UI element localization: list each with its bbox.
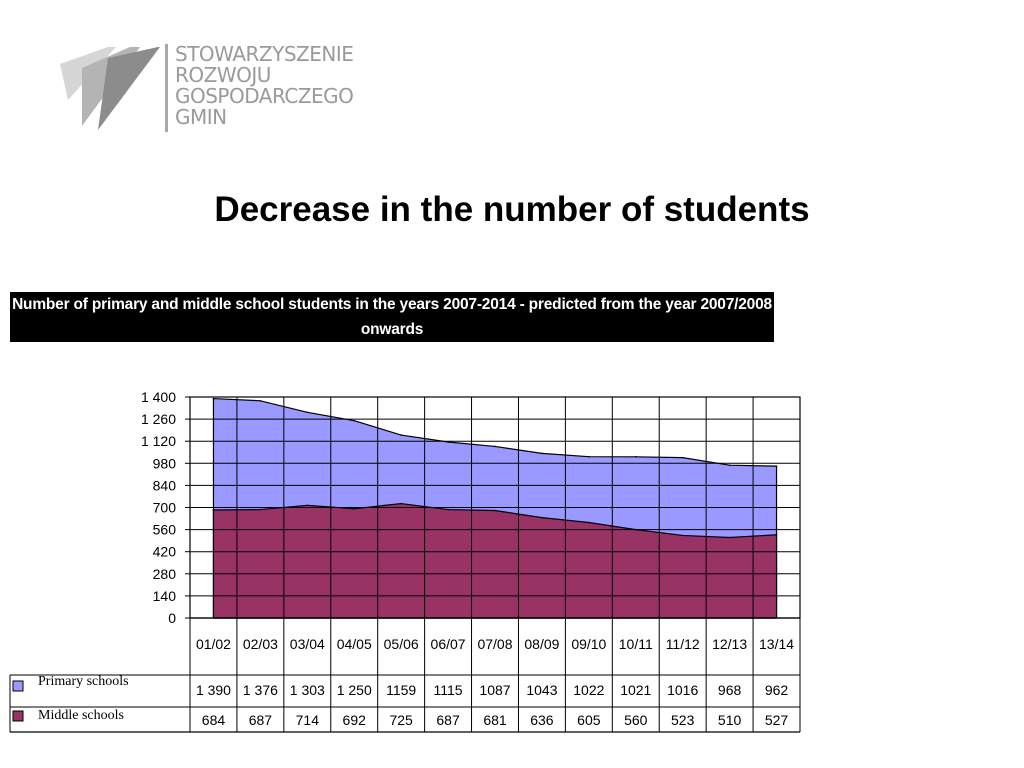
data-point-middle	[306, 504, 309, 507]
table-cell-value: 636	[530, 712, 554, 728]
category-label: 13/14	[759, 636, 794, 652]
legend-label: Middle schools	[38, 708, 124, 723]
data-point-primary	[775, 465, 778, 467]
area-chart: 0 140 280 420 560 700 840 980 1 120 1 260 1 400 01/…	[9, 389, 801, 733]
table-cell-value: 962	[765, 682, 789, 698]
data-point-primary	[634, 456, 637, 458]
legend-swatch	[12, 710, 24, 722]
y-tick-label: 1 120	[141, 433, 176, 449]
y-tick-label: 840	[153, 477, 177, 493]
table-cell-value: 1 390	[196, 682, 231, 698]
table-cell-value: 1115	[434, 682, 463, 698]
y-tick-label: 980	[153, 455, 177, 471]
data-point-middle	[775, 534, 778, 536]
category-label: 04/05	[337, 636, 372, 652]
data-point-primary	[588, 455, 590, 458]
table-cell-value: 1016	[667, 682, 698, 698]
logo-stripe-dark	[98, 47, 160, 130]
data-point-primary	[681, 456, 684, 459]
logo-text: STOWARZYSZENIE ROZWOJU GOSPODARCZEGO GMI…	[175, 42, 354, 129]
table-cell-value: 1043	[526, 682, 557, 698]
category-label: 07/08	[477, 636, 512, 652]
category-label: 03/04	[290, 636, 325, 652]
data-point-middle	[353, 507, 356, 510]
y-tick-label: 420	[153, 544, 177, 560]
data-point-primary	[494, 445, 496, 448]
table-cell-value: 1 250	[337, 682, 372, 698]
category-label: 10/11	[619, 636, 653, 652]
y-tick-label: 0	[168, 610, 176, 626]
data-point-middle	[400, 502, 402, 505]
table-cell-value: 510	[718, 712, 742, 728]
category-label: 06/07	[431, 636, 466, 652]
data-point-primary	[400, 434, 402, 436]
table-cell-value: 725	[389, 712, 413, 728]
table-cell-value: 681	[483, 712, 507, 728]
table-cell-value: 523	[671, 712, 695, 728]
y-tick-label: 140	[153, 588, 177, 604]
table-cell-value: 1159	[386, 682, 416, 698]
y-tick-label: 560	[153, 522, 177, 538]
y-tick-label: 1 400	[141, 389, 176, 405]
table-cell-value: 527	[765, 712, 789, 728]
table-cell-value: 714	[296, 712, 320, 728]
data-point-middle	[728, 536, 731, 539]
data-point-middle	[447, 508, 449, 511]
table-cell-value: 692	[343, 712, 367, 728]
category-label: 09/10	[571, 636, 606, 652]
category-label: 01/02	[196, 636, 231, 652]
table-cell-value: 560	[624, 712, 648, 728]
logo-line: ROZWOJU	[175, 63, 271, 87]
table-cell-value: 968	[718, 682, 742, 698]
y-tick-label: 1 260	[141, 411, 176, 427]
data-point-primary	[212, 397, 215, 400]
table-cell-value: 1 376	[243, 682, 278, 698]
chart-title: Number of primary and middle school stud…	[10, 292, 774, 342]
category-label: 02/03	[243, 636, 278, 652]
legend-swatch	[12, 680, 24, 692]
table-cell-value: 1022	[573, 682, 604, 698]
table-cell-value: 687	[249, 712, 273, 728]
y-tick-label: 700	[153, 500, 177, 516]
category-label: 05/06	[384, 636, 419, 652]
data-point-primary	[541, 452, 543, 455]
data-point-primary	[259, 399, 262, 402]
organization-logo	[60, 44, 168, 132]
table-cell-value: 1087	[479, 682, 510, 698]
page-title: Decrease in the number of students	[214, 190, 810, 229]
logo-line: GOSPODARCZEGO	[175, 84, 354, 108]
legend-label: Primary schools	[38, 674, 129, 689]
category-label: 11/12	[666, 636, 700, 652]
category-label: 12/13	[712, 636, 747, 652]
table-cell-value: 687	[436, 712, 460, 728]
data-point-primary	[728, 464, 731, 466]
data-point-middle	[494, 509, 496, 512]
logo-divider	[165, 44, 168, 132]
data-point-middle	[681, 534, 684, 537]
data-point-primary	[306, 411, 309, 414]
table-cell-value: 1021	[620, 682, 651, 698]
table-cell-value: 605	[577, 712, 601, 728]
category-label: 08/09	[524, 636, 559, 652]
logo-line: STOWARZYSZENIE	[175, 42, 354, 66]
data-point-middle	[212, 509, 215, 511]
data-point-middle	[259, 508, 262, 511]
data-point-middle	[588, 521, 590, 524]
data-point-middle	[541, 516, 543, 519]
y-tick-label: 280	[153, 566, 177, 582]
table-cell-value: 1 303	[290, 682, 325, 698]
logo-line: GMIN	[175, 105, 227, 129]
data-point-primary	[353, 419, 356, 422]
table-cell-value: 684	[202, 712, 226, 728]
